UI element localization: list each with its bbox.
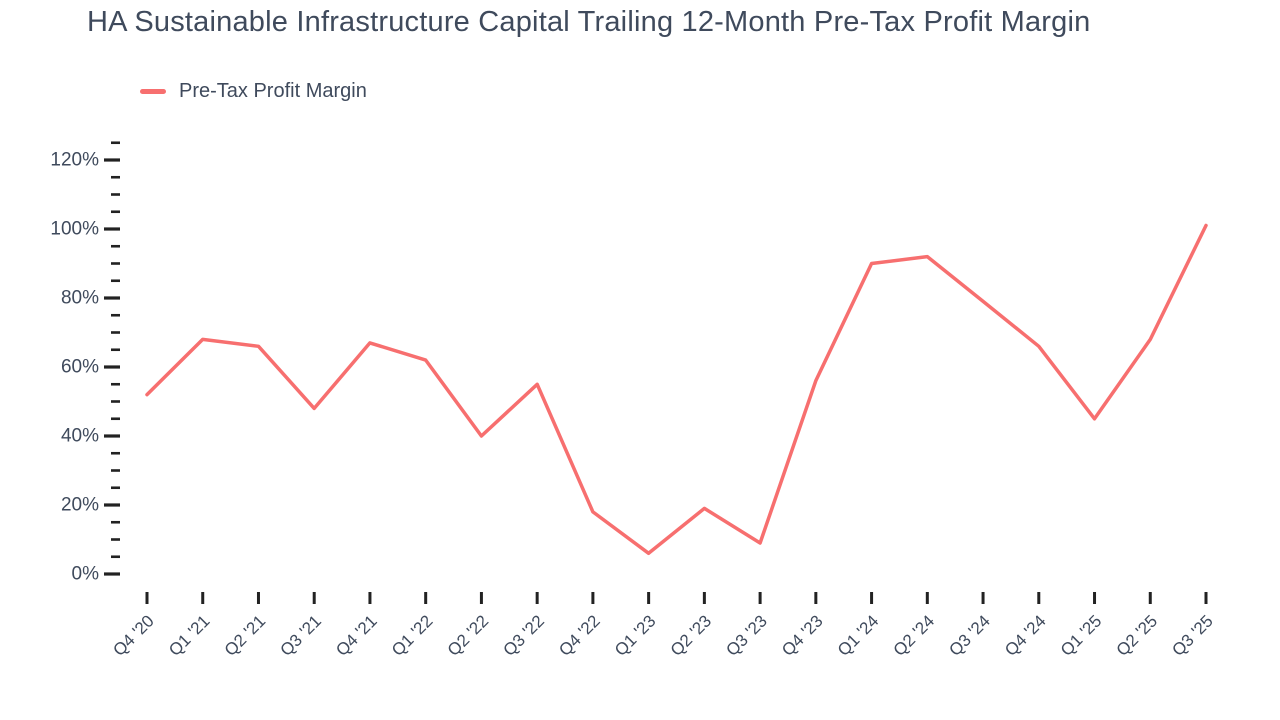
x-axis-label: Q2 '21 (221, 611, 269, 659)
y-axis-label: 80% (61, 288, 99, 309)
x-axis-label: Q4 '23 (778, 611, 826, 659)
x-axis-label: Q3 '25 (1168, 611, 1216, 659)
y-axis: 0% 20% 40% 60% 80% 100% 120% (50, 141, 120, 585)
chart-title: HA Sustainable Infrastructure Capital Tr… (87, 6, 1091, 38)
y-axis-label: 20% (61, 495, 99, 516)
x-axis: Q4 '20 Q1 '21 Q2 '21 Q3 '21 Q4 '21 Q1 '22 Q2 '… (109, 592, 1217, 660)
x-axis-label: Q4 '24 (1001, 611, 1049, 659)
y-axis-label: 0% (72, 564, 100, 585)
x-axis-label: Q1 '23 (611, 611, 659, 659)
y-axis-label: 40% (61, 426, 99, 447)
x-axis-label: Q3 '22 (500, 611, 548, 659)
x-axis-label: Q2 '24 (890, 611, 938, 659)
series-line-pre-tax-profit-margin[interactable] (145, 223, 1208, 556)
x-axis-label: Q3 '21 (277, 611, 325, 659)
x-axis-label: Q1 '22 (388, 611, 436, 659)
x-axis-label: Q4 '20 (109, 611, 157, 659)
y-axis-label: 100% (50, 219, 99, 240)
x-axis-label: Q3 '23 (722, 611, 770, 659)
legend-swatch-line[interactable] (140, 89, 166, 94)
x-axis-label: Q2 '22 (444, 611, 492, 659)
legend-label[interactable]: Pre-Tax Profit Margin (179, 80, 367, 102)
x-axis-label: Q1 '25 (1057, 611, 1105, 659)
x-axis-label: Q2 '23 (667, 611, 715, 659)
x-axis-label: Q4 '22 (555, 611, 603, 659)
legend: Pre-Tax Profit Margin (140, 80, 367, 103)
y-axis-label: 120% (50, 150, 99, 171)
x-axis-label: Q4 '21 (332, 611, 380, 659)
x-axis-label: Q3 '24 (945, 611, 993, 659)
y-axis-label: 60% (61, 357, 99, 378)
x-axis-label: Q1 '21 (165, 611, 213, 659)
x-axis-label: Q1 '24 (834, 611, 882, 659)
x-axis-label: Q2 '25 (1113, 611, 1161, 659)
